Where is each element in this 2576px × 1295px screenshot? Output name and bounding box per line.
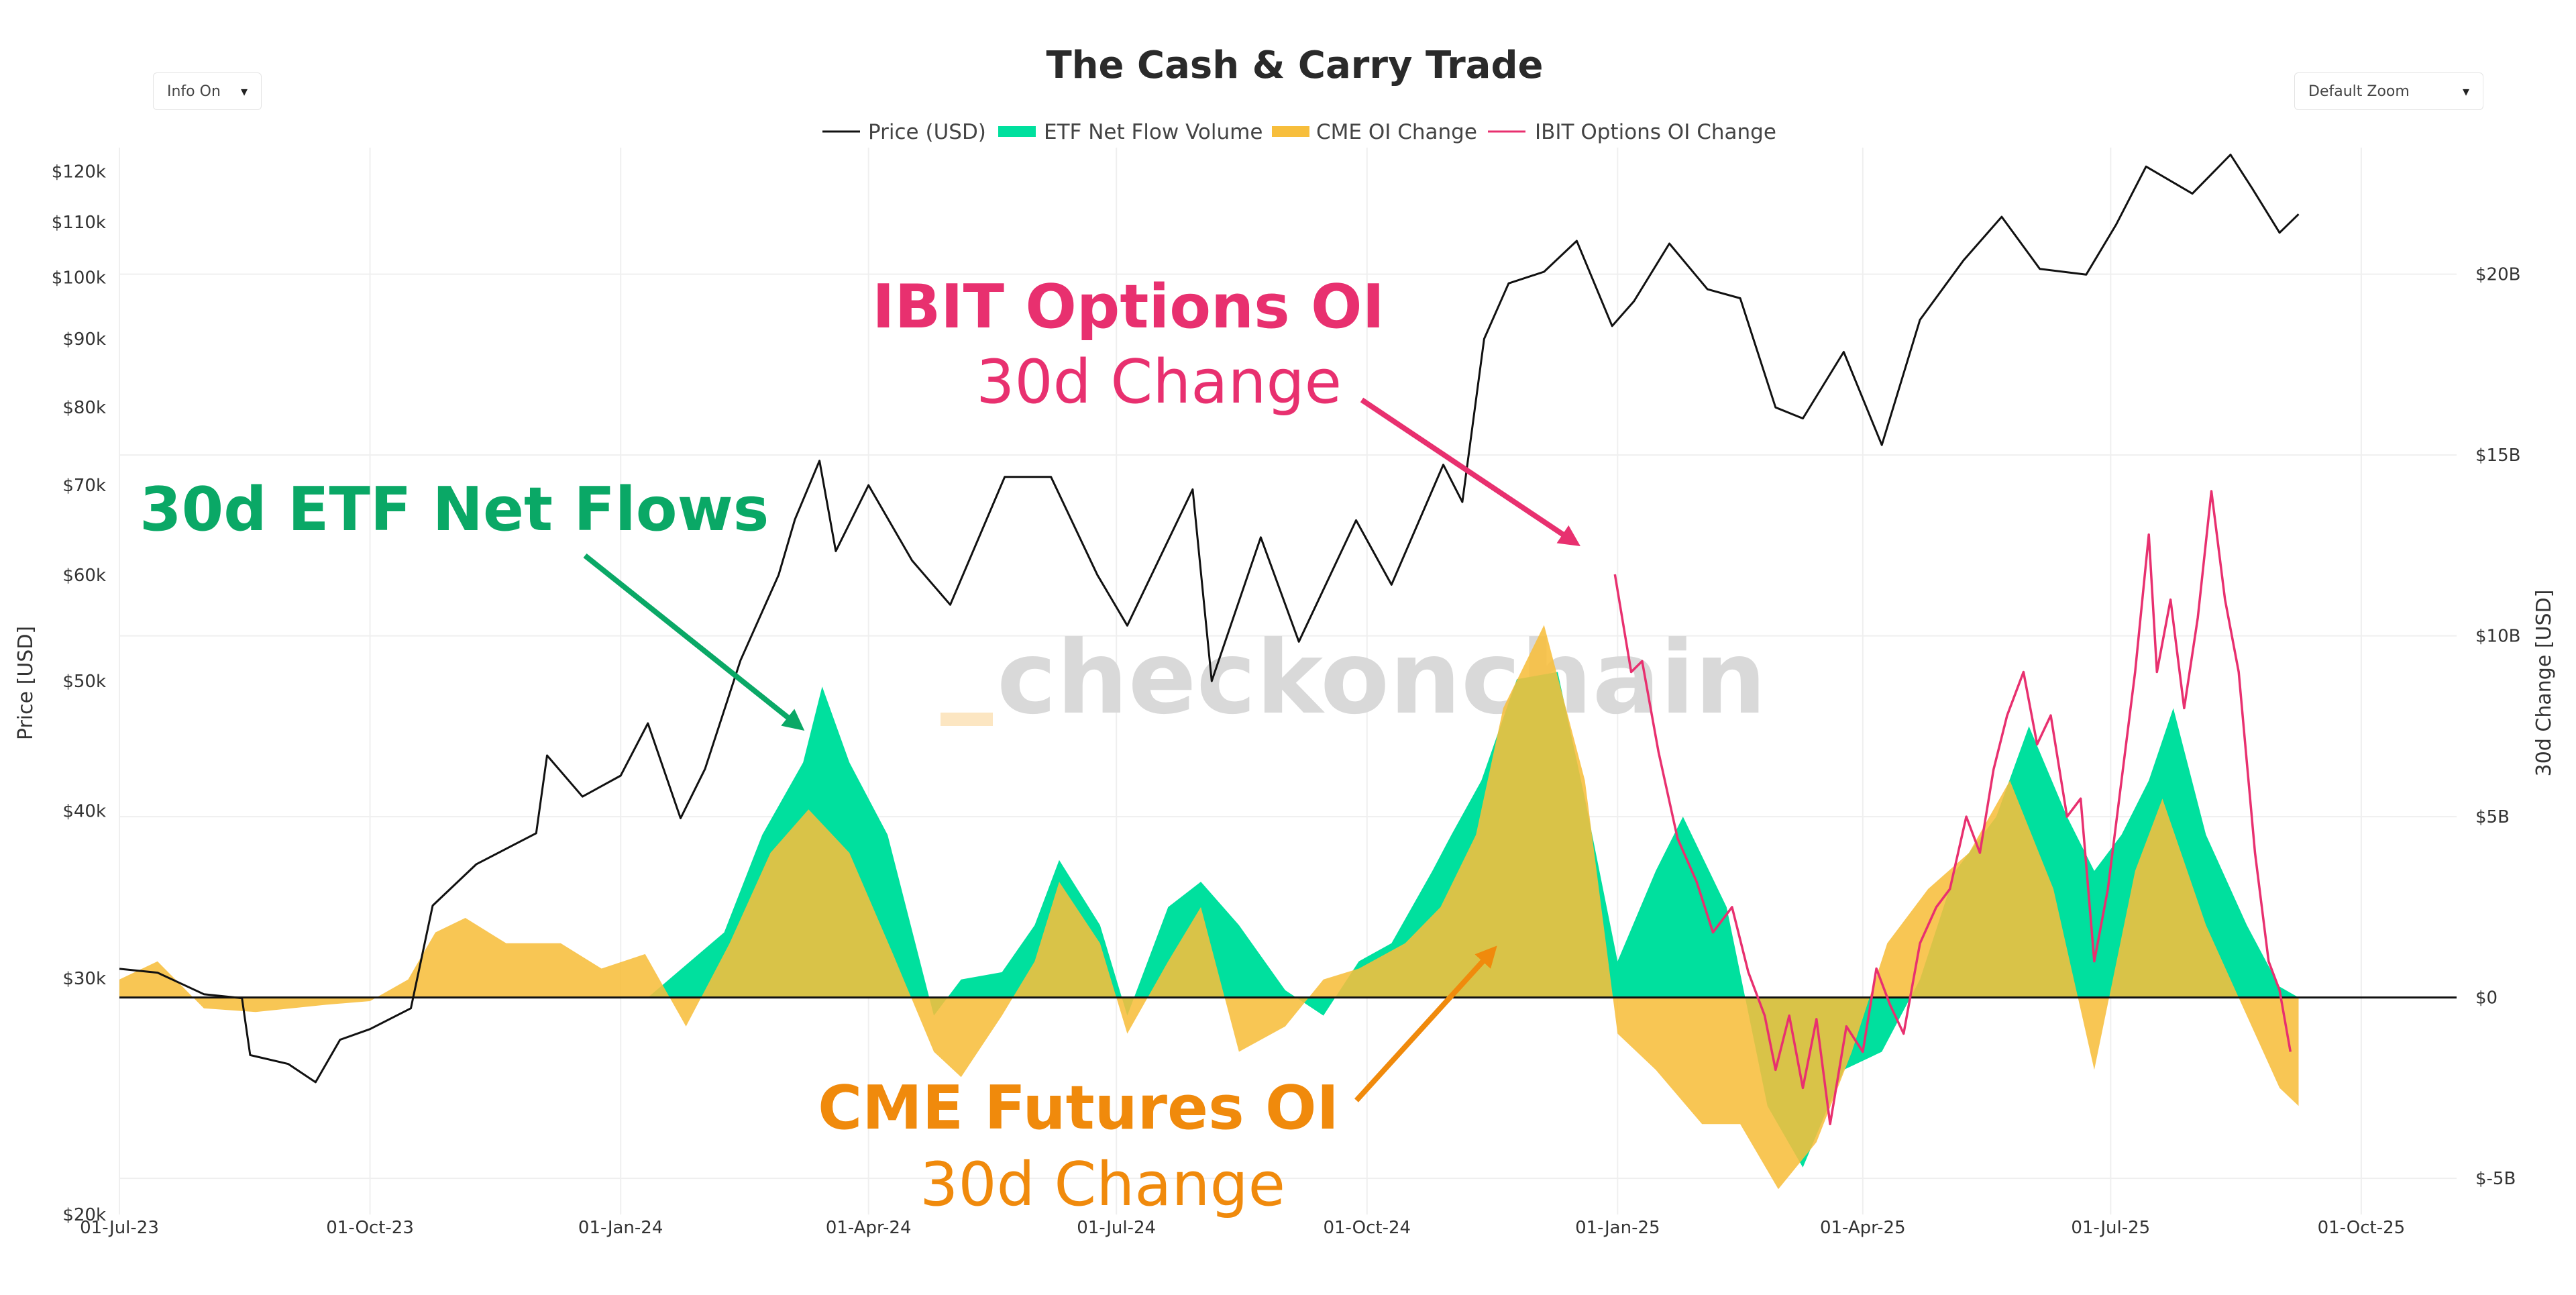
x-tick-label: 01-Oct-25	[2318, 1218, 2406, 1238]
annotation-cme-arrow	[1354, 945, 1497, 1102]
annotation-ibit-arrow	[1360, 397, 1580, 547]
y-left-tick-label: $50k	[62, 672, 106, 692]
annotations: 30d ETF Net Flows IBIT Options OI 30d Ch…	[140, 272, 1580, 1220]
y-axis-right-label: 30d Change [USD]	[2532, 590, 2556, 777]
watermark: checkonchain	[941, 620, 1766, 737]
x-tick-label: 01-Apr-25	[1820, 1218, 1906, 1238]
info-dropdown[interactable]: Info On ▾	[153, 72, 262, 110]
annotation-ibit-title: IBIT Options OI	[872, 272, 1385, 342]
y-right-tick-label: $5B	[2475, 807, 2510, 827]
x-tick-label: 01-Jul-25	[2071, 1218, 2150, 1238]
chevron-down-icon: ▾	[240, 83, 248, 99]
zoom-dropdown-label: Default Zoom	[2308, 83, 2410, 100]
x-tick-label: 01-Oct-24	[1323, 1218, 1411, 1238]
legend-swatch-cme	[1272, 126, 1309, 137]
ibit-options-oi-line	[1613, 490, 2292, 1126]
chevron-down-icon: ▾	[2462, 83, 2469, 99]
legend-item-etf[interactable]: ETF Net Flow Volume	[998, 120, 1263, 144]
chart-title: The Cash & Carry Trade	[1046, 44, 1543, 87]
watermark-bar	[941, 713, 993, 726]
y-right-tick-label: $-5B	[2475, 1169, 2516, 1189]
annotation-cme-title: CME Futures OI	[818, 1073, 1339, 1143]
y-left-tick-label: $30k	[62, 969, 106, 989]
y-axis-left: $20k $30k $40k $50k $60k $70k $80k $90k $100k $11…	[52, 162, 106, 1225]
legend-item-cme[interactable]: CME OI Change	[1272, 120, 1477, 144]
y-left-tick-label: $80k	[62, 398, 106, 418]
y-axis-left-label: Price [USD]	[14, 626, 38, 740]
y-left-tick-label: $120k	[52, 162, 106, 182]
x-tick-label: 01-Oct-23	[326, 1218, 414, 1238]
legend: Price (USD) ETF Net Flow Volume CME OI C…	[822, 120, 1776, 144]
watermark-text: checkonchain	[997, 620, 1766, 737]
line-series	[119, 154, 2300, 1126]
y-left-tick-label: $20k	[62, 1205, 106, 1225]
annotation-etf-arrow	[583, 553, 805, 731]
x-tick-label: 01-Apr-24	[826, 1218, 912, 1238]
legend-label-etf: ETF Net Flow Volume	[1044, 120, 1263, 144]
legend-label-price: Price (USD)	[868, 120, 986, 144]
price-line	[119, 154, 2300, 1084]
y-right-tick-label: $10B	[2475, 627, 2520, 647]
x-tick-label: 01-Jul-24	[1077, 1218, 1156, 1238]
y-left-tick-label: $40k	[62, 802, 106, 822]
legend-label-ibit: IBIT Options OI Change	[1535, 120, 1776, 144]
annotation-ibit-subtitle: 30d Change	[976, 347, 1342, 417]
legend-item-price[interactable]: Price (USD)	[822, 120, 986, 144]
y-left-tick-label: $70k	[62, 476, 106, 496]
zoom-dropdown[interactable]: Default Zoom ▾	[2294, 72, 2483, 110]
annotation-etf-title: 30d ETF Net Flows	[140, 474, 769, 545]
y-right-tick-label: $15B	[2475, 446, 2520, 466]
area-series	[119, 625, 2299, 1190]
x-tick-label: 01-Jul-23	[80, 1218, 159, 1238]
cme-oi-change-area	[119, 625, 2299, 1190]
y-left-tick-label: $60k	[62, 566, 106, 586]
annotation-cme-subtitle: 30d Change	[920, 1149, 1285, 1220]
y-right-tick-label: $20B	[2475, 265, 2520, 285]
legend-label-cme: CME OI Change	[1316, 120, 1477, 144]
info-dropdown-label: Info On	[167, 83, 221, 100]
y-left-tick-label: $110k	[52, 213, 106, 233]
y-right-tick-label: $0	[2475, 988, 2498, 1008]
y-left-tick-label: $90k	[62, 329, 106, 350]
x-tick-label: 01-Jan-24	[578, 1218, 663, 1238]
x-tick-label: 01-Jan-25	[1575, 1218, 1660, 1238]
legend-item-ibit[interactable]: IBIT Options OI Change	[1488, 120, 1776, 144]
y-left-tick-label: $100k	[52, 268, 106, 289]
x-axis: 01-Jul-23 01-Oct-23 01-Jan-24 01-Apr-24 01-J…	[80, 1218, 2405, 1238]
legend-swatch-etf	[998, 126, 1036, 137]
y-axis-right: $-5B $0 $5B $10B $15B $20B	[2475, 265, 2520, 1189]
